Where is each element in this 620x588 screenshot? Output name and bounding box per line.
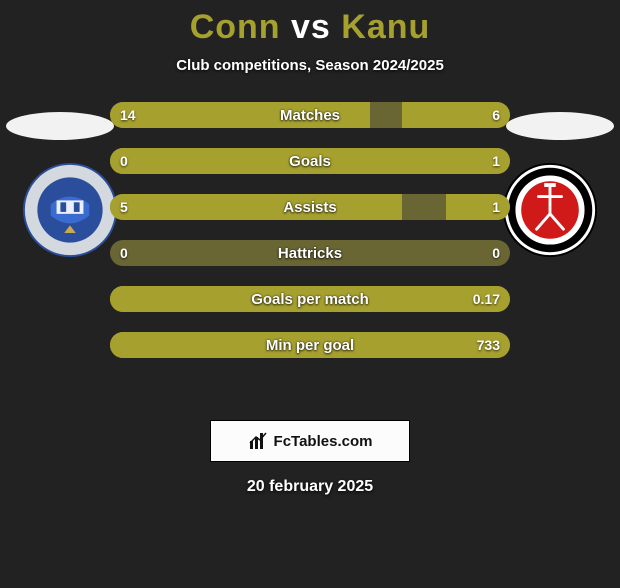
ellipse-right: [506, 112, 614, 140]
comparison-arena: Matches146Goals01Assists51Hattricks00Goa…: [0, 102, 620, 402]
title-right: Kanu: [341, 8, 430, 46]
bar-label: Matches: [110, 102, 510, 128]
bar-value-right: 1: [492, 148, 500, 174]
bar-label: Goals per match: [110, 286, 510, 312]
club-logo-right: [502, 162, 598, 258]
stat-row: Goals0 1: [110, 148, 510, 174]
bar-label: Min per goal: [110, 332, 510, 358]
bar-value-right: 733: [477, 332, 500, 358]
bar-value-right: 6: [492, 102, 500, 128]
bar-value-right: 0.17: [473, 286, 500, 312]
stat-row: Min per goal733: [110, 332, 510, 358]
bar-value-left: 0: [120, 240, 128, 266]
ellipse-left: [6, 112, 114, 140]
subtitle: Club competitions, Season 2024/2025: [0, 57, 620, 74]
brand-text: FcTables.com: [274, 433, 373, 450]
bar-value-left: 14: [120, 102, 136, 128]
page-title: Conn vs Kanu: [0, 8, 620, 47]
stat-row: Matches14 6: [110, 102, 510, 128]
title-left: Conn: [190, 8, 281, 46]
bar-value-right: 1: [492, 194, 500, 220]
stat-row: Goals per match0.17: [110, 286, 510, 312]
title-vs: vs: [291, 8, 331, 46]
brand-icon: [248, 431, 268, 451]
stat-row: Assists5 1: [110, 194, 510, 220]
bar-label: Assists: [110, 194, 510, 220]
bar-value-left: 0: [120, 148, 128, 174]
bar-label: Goals: [110, 148, 510, 174]
club-logo-left: [22, 162, 118, 258]
bar-label: Hattricks: [110, 240, 510, 266]
bar-value-right: 0: [492, 240, 500, 266]
brand-badge: FcTables.com: [210, 420, 410, 462]
stat-bars: Matches146Goals01Assists51Hattricks00Goa…: [110, 102, 510, 378]
footer-date: 20 february 2025: [0, 478, 620, 496]
stat-row: Hattricks0 0: [110, 240, 510, 266]
bar-value-left: 5: [120, 194, 128, 220]
